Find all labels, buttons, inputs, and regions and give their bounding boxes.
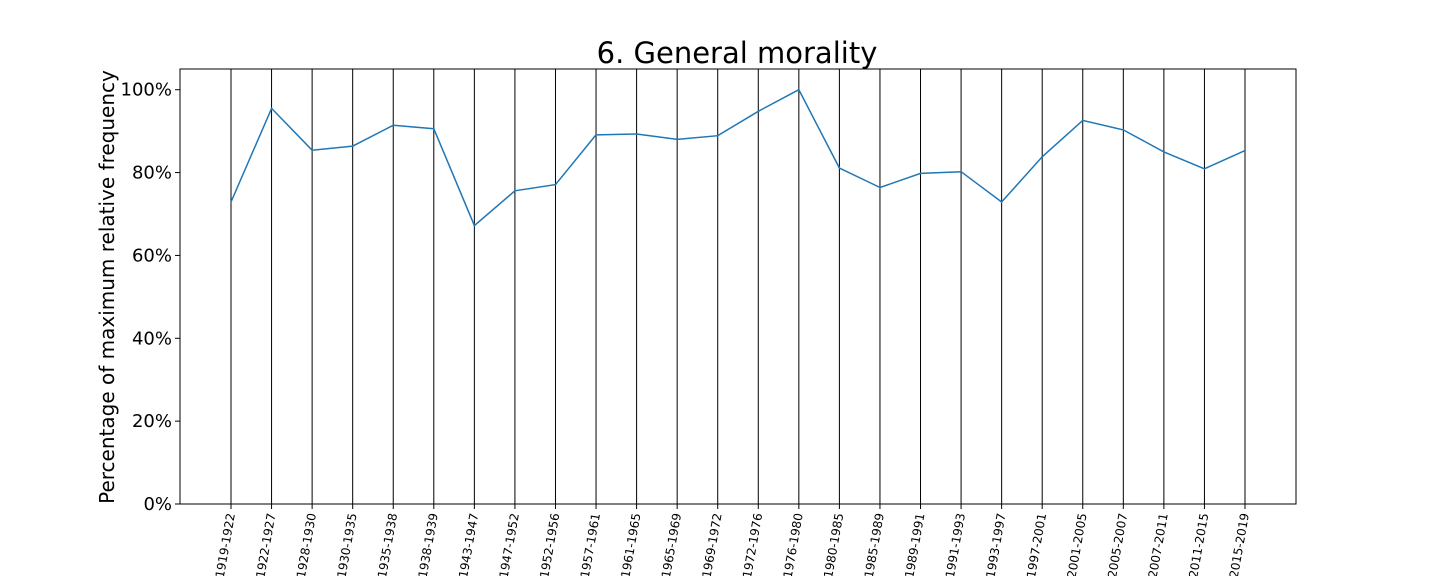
data-point-1922-1927 [270, 107, 273, 110]
y-axis-label: Percentage of maximum relative frequency [95, 70, 119, 504]
x-tick-label: 2005-2007 [1105, 512, 1130, 576]
data-point-1928-1930 [311, 149, 313, 152]
x-tick-label: 2015-2019 [1227, 512, 1252, 576]
x-tick-label: 1991-1993 [943, 512, 968, 576]
data-point-1985-1989 [879, 186, 881, 189]
data-point-1919-1922 [230, 201, 232, 203]
series-line-0 [230, 88, 1246, 227]
x-tick-label: 2007-2011 [1146, 512, 1171, 576]
x-tick-label: 1935-1938 [375, 512, 400, 576]
data-point-1961-1965 [635, 133, 638, 135]
x-tick-label: 1972-1976 [740, 512, 765, 576]
x-tick-label: 1976-1980 [781, 512, 806, 576]
x-tick-label: 1947-1952 [497, 512, 522, 576]
data-point-1938-1939 [432, 127, 435, 130]
x-tick-label: 1919-1922 [213, 512, 238, 576]
x-tick-label: 1930-1935 [334, 512, 359, 576]
plot-frame [179, 68, 1297, 505]
x-tick-label: 1989-1991 [902, 512, 927, 576]
x-tick-label: 1961-1965 [618, 512, 643, 576]
category-vertical-lines [230, 69, 1246, 504]
y-tick-label: 100% [121, 80, 172, 101]
x-tick-label: 1922-1927 [253, 512, 278, 576]
data-point-1943-1947 [473, 224, 476, 227]
data-point-1997-2001 [1041, 155, 1044, 158]
data-point-1991-1993 [960, 170, 962, 173]
data-point-1930-1935 [351, 145, 354, 148]
y-tick-label: 0% [143, 494, 172, 515]
data-point-2001-2005 [1081, 119, 1084, 122]
y-tick-label: 80% [132, 163, 172, 184]
data-point-1935-1938 [392, 124, 395, 127]
data-point-1969-1972 [716, 134, 719, 137]
data-point-1993-1997 [1000, 201, 1003, 203]
x-tick-label: 1993-1997 [983, 512, 1008, 576]
data-point-2005-2007 [1122, 129, 1125, 131]
x-tick-label: 1980-1985 [821, 512, 846, 576]
data-point-1957-1961 [595, 134, 597, 136]
x-tick-label: 1943-1947 [456, 512, 481, 576]
x-tick-label: 2001-2005 [1065, 512, 1090, 576]
chart-title: 6. General morality [597, 36, 878, 70]
y-tick-label: 40% [132, 328, 172, 349]
x-tick-label: 1952-1956 [537, 512, 562, 576]
y-tick-label: 20% [132, 411, 172, 432]
x-tick-label: 1965-1969 [659, 512, 684, 576]
x-tick-label: 1938-1939 [416, 512, 441, 576]
x-tick-label: 1997-2001 [1024, 512, 1049, 576]
x-tick-label: 1969-1972 [700, 512, 725, 576]
data-point-1980-1985 [838, 167, 841, 169]
data-point-1976-1980 [797, 88, 800, 91]
data-point-1989-1991 [919, 172, 922, 175]
x-tick-label: 1957-1961 [578, 512, 603, 576]
data-point-1972-1976 [757, 110, 760, 113]
data-point-1947-1952 [514, 189, 516, 192]
data-point-1952-1956 [554, 183, 557, 186]
data-point-2011-2015 [1203, 167, 1206, 170]
y-tick-label: 60% [132, 245, 172, 266]
data-point-1965-1969 [676, 138, 679, 141]
data-point-2007-2011 [1163, 151, 1165, 153]
y-axis-ticks: 0% 20% 40% 60% 80% 100% [121, 80, 180, 515]
data-series [230, 88, 1246, 227]
x-tick-label: 1928-1930 [294, 512, 319, 576]
data-point-2015-2019 [1244, 149, 1246, 152]
x-axis-ticks: 1919-1922 1922-1927 1928-1930 1930-1935 1935… [213, 504, 1252, 576]
x-tick-label: 1985-1989 [862, 512, 887, 576]
x-tick-label: 2011-2015 [1186, 512, 1211, 576]
